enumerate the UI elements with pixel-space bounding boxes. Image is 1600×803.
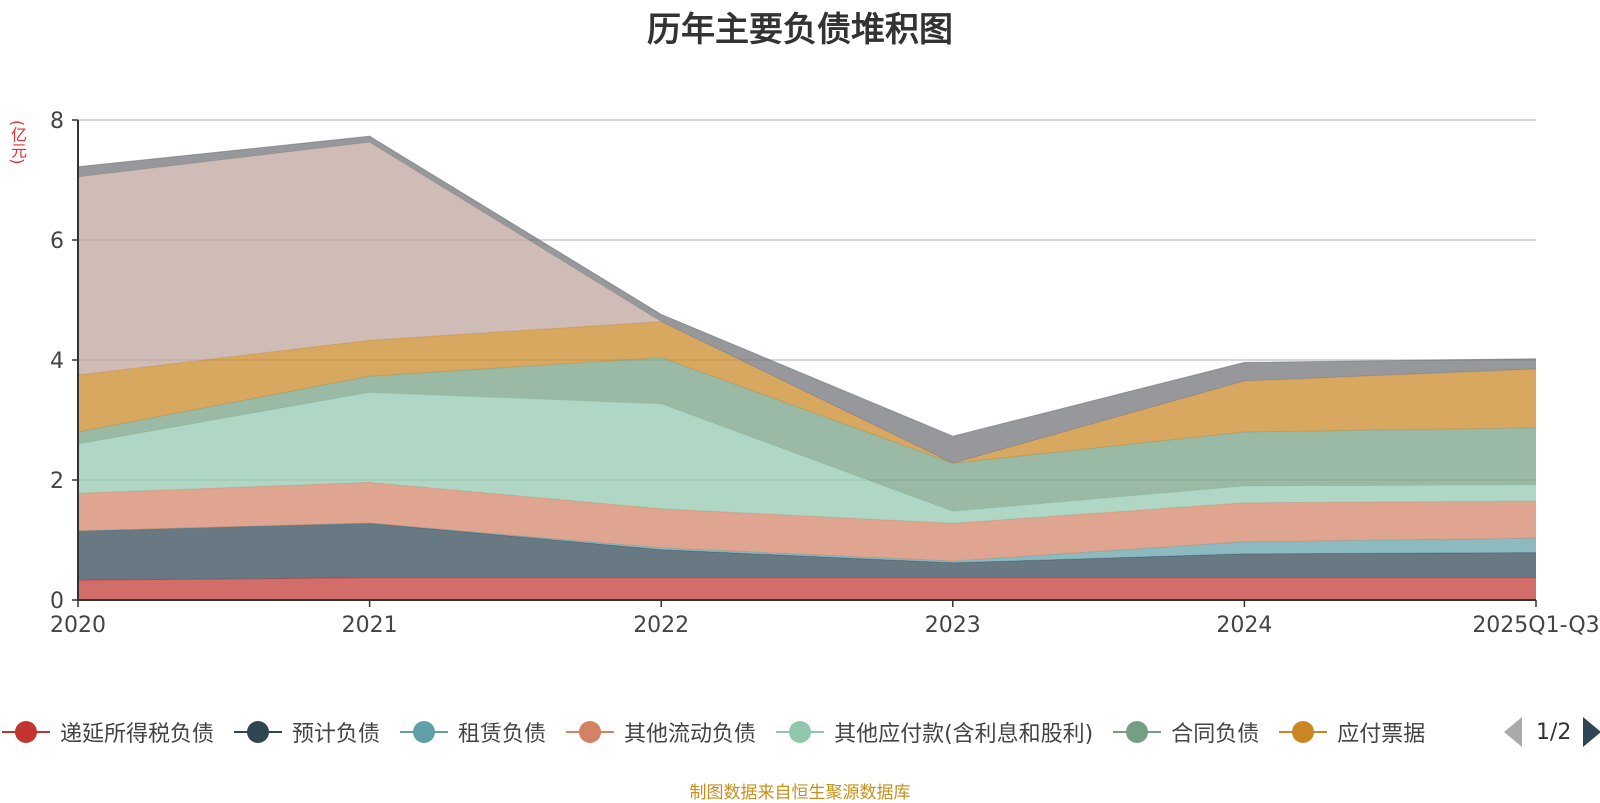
legend-label: 其他流动负债 bbox=[624, 722, 757, 747]
legend-swatch-icon bbox=[566, 720, 615, 744]
legend-label: 租赁负债 bbox=[458, 722, 547, 747]
area-series-6[interactable] bbox=[78, 357, 1536, 512]
legend-swatch-icon bbox=[2, 720, 50, 744]
legend-pager: 1/2 bbox=[1500, 712, 1600, 752]
x-tick-label: 2025Q1-Q3 bbox=[1472, 613, 1599, 638]
legend-item[interactable]: 其他流动负债 bbox=[566, 712, 756, 752]
y-tick-label: 8 bbox=[50, 109, 64, 134]
area-series-2[interactable] bbox=[78, 523, 1536, 581]
area-series-edge bbox=[77, 135, 1537, 437]
legend-prev-page-icon[interactable] bbox=[1504, 717, 1522, 747]
x-tick-label: 2023 bbox=[925, 613, 981, 638]
area-series-9[interactable] bbox=[78, 136, 1536, 464]
legend-label: 其他应付款(含利息和股利) bbox=[834, 722, 1094, 747]
area-series-4[interactable] bbox=[78, 482, 1536, 561]
area-series-1[interactable] bbox=[78, 577, 1536, 600]
data-source-note: 制图数据来自恒生聚源数据库 bbox=[689, 783, 911, 803]
legend-swatch-icon bbox=[1113, 720, 1162, 744]
legend-next-page-icon[interactable] bbox=[1583, 717, 1600, 747]
area-series-3[interactable] bbox=[78, 523, 1536, 563]
legend-item[interactable]: 应付票据 bbox=[1279, 712, 1425, 752]
chart-title: 历年主要负债堆积图 bbox=[647, 10, 953, 50]
y-axis-unit-label: (亿元) bbox=[8, 120, 27, 165]
y-tick-label: 2 bbox=[50, 469, 64, 494]
legend-swatch-icon bbox=[400, 720, 449, 744]
stacked-areas bbox=[77, 135, 1537, 600]
legend-swatch-icon bbox=[776, 720, 825, 744]
axes: 0 2 4 6 8 2020 2021 2022 2023 2024 2025Q1-Q3 bbox=[50, 109, 1600, 638]
legend-label: 合同负债 bbox=[1171, 722, 1260, 747]
y-tick-label: 6 bbox=[50, 229, 64, 254]
y-tick-label: 0 bbox=[50, 589, 64, 614]
legend-item[interactable]: 递延所得税负债 bbox=[2, 712, 214, 752]
legend-swatch-icon bbox=[1279, 720, 1328, 744]
legend-label: 递延所得税负债 bbox=[60, 722, 215, 747]
legend-label: 预计负债 bbox=[292, 722, 381, 747]
x-tick-label: 2024 bbox=[1216, 613, 1272, 638]
legend-swatch-icon bbox=[234, 720, 283, 744]
x-tick-label: 2021 bbox=[342, 613, 398, 638]
legend: 递延所得税负债 预计负债 租赁负债 其他流动负债 其他应付款(含利息和股利) 合同负债 应付… bbox=[0, 712, 1500, 752]
legend-label: 应付票据 bbox=[1337, 722, 1426, 747]
x-tick-label: 2022 bbox=[633, 613, 689, 638]
legend-item[interactable]: 预计负债 bbox=[234, 712, 380, 752]
legend-item[interactable]: 其他应付款(含利息和股利) bbox=[776, 712, 1093, 752]
legend-item[interactable]: 租赁负债 bbox=[400, 712, 546, 752]
area-series-8[interactable] bbox=[78, 142, 1536, 464]
x-tick-label: 2020 bbox=[50, 613, 106, 638]
legend-item[interactable]: 合同负债 bbox=[1113, 712, 1259, 752]
y-tick-label: 4 bbox=[50, 349, 64, 374]
legend-page-indicator: 1/2 bbox=[1536, 719, 1572, 745]
